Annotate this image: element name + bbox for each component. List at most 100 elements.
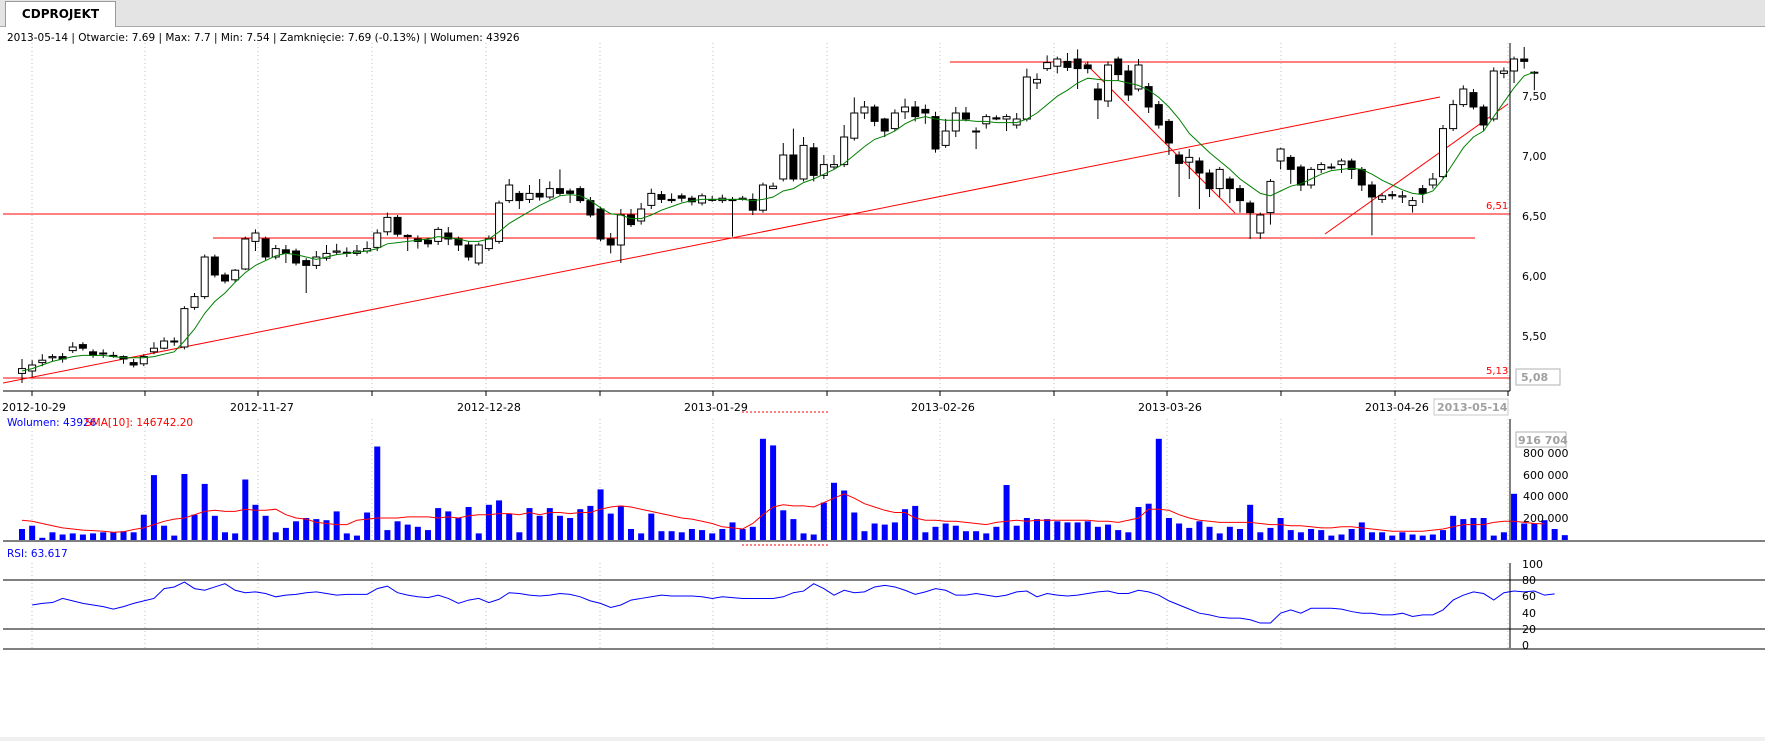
volume-bar (211, 515, 218, 540)
candle-body (89, 351, 98, 356)
volume-bar (628, 529, 634, 540)
candle-body (464, 244, 473, 258)
candle-body (383, 216, 392, 233)
volume-bar (759, 438, 766, 540)
volume-bar (404, 524, 411, 540)
volume-bar (516, 532, 523, 540)
volume-bar (39, 537, 46, 540)
volume-bar (282, 527, 289, 540)
candle-body (769, 185, 778, 190)
candle-body (424, 239, 432, 245)
rsi-line (32, 581, 1555, 624)
volume-bar (1226, 526, 1233, 540)
volume-bar (1054, 521, 1061, 540)
candle-body (190, 296, 199, 308)
candle-body (200, 256, 209, 298)
volume-bar (1003, 485, 1010, 540)
volume-bar (1165, 518, 1172, 540)
price-axis-current-label: 5,08 (1521, 371, 1548, 384)
volume-bar (577, 509, 584, 540)
candle-body (1073, 58, 1082, 70)
volume-bar (546, 508, 553, 540)
volume-bar (120, 531, 127, 540)
volume-bar (1389, 535, 1396, 540)
candle-body (251, 232, 260, 242)
date-axis-current-box (1433, 398, 1509, 416)
volume-bar (323, 520, 330, 540)
volume-bar (688, 529, 695, 540)
candle-body (292, 250, 301, 264)
candle-body (1510, 58, 1519, 72)
volume-bar (932, 526, 939, 540)
candle-body (1266, 180, 1275, 214)
date-tick-2012-12-28: 2012-12-28 (457, 401, 521, 414)
volume-bar (1328, 535, 1335, 540)
candle-body (830, 164, 838, 168)
volume-bar (1277, 518, 1284, 540)
candle-body (160, 340, 169, 349)
volume-bar (353, 535, 360, 540)
price-tick-650: 6,50 (1522, 210, 1547, 223)
volume-bar (993, 526, 1000, 540)
price-axis: 7,50 7,00 6,50 6,00 5,50 6,51 5,13 5,08 (1486, 43, 1561, 391)
volume-bar (983, 533, 990, 540)
candle-body (616, 214, 625, 246)
candle-body (1033, 78, 1041, 84)
volume-bar (820, 502, 827, 540)
volume-bar (1176, 523, 1183, 540)
volume-bar (1409, 534, 1416, 540)
candle-body (332, 250, 341, 253)
volume-bar (1135, 507, 1142, 540)
candle-body (505, 184, 514, 202)
candle-body (911, 106, 920, 118)
candle-body (1002, 116, 1011, 120)
volume-bar (1531, 523, 1538, 540)
volume-bar (201, 483, 208, 540)
volume-bar (1318, 530, 1325, 540)
rsi-tick-0: 0 (1522, 639, 1529, 652)
volume-bar (962, 531, 969, 540)
candle-body (210, 256, 219, 276)
volume-bar (1084, 521, 1091, 540)
volume-bar (1196, 521, 1203, 540)
volume-bar (719, 529, 726, 540)
volume-bar (1297, 532, 1304, 540)
candle-body (1439, 128, 1447, 178)
tab-cdprojekt[interactable]: CDPROJEKT (5, 1, 116, 27)
volume-bar (1358, 522, 1365, 540)
candle-body (48, 356, 57, 359)
volume-bar (475, 533, 482, 540)
candle-body (1195, 160, 1204, 174)
candle-body (555, 188, 564, 194)
volume-bar (262, 515, 269, 540)
volume-bar (1348, 529, 1355, 540)
volume-bar (749, 526, 756, 540)
volume-bar (770, 445, 777, 540)
candle-body (170, 340, 179, 343)
volume-bar (1074, 522, 1081, 540)
candle-body (1164, 120, 1173, 144)
candle-body (393, 216, 402, 235)
volume-bar (150, 475, 157, 540)
volume-bar (1338, 534, 1345, 540)
price-axis-current-box (1515, 368, 1561, 386)
candle-body (1053, 58, 1062, 67)
candle-body (677, 195, 686, 199)
header-info: 2013-05-14 | Otwarcie: 7.69 | Max: 7.7 |… (7, 32, 520, 44)
volume-bar (790, 519, 797, 540)
volume-bar (1419, 535, 1426, 540)
volume-bar (831, 482, 837, 540)
candle-body (1378, 195, 1387, 200)
price-tick-700: 7,00 (1522, 150, 1547, 163)
candle-body (596, 208, 605, 240)
candle-body (779, 154, 788, 180)
candle-body (961, 112, 970, 120)
volume-bar (414, 526, 421, 540)
candle-body (799, 144, 808, 180)
volume-bar (1399, 532, 1406, 540)
candle-body (1093, 88, 1102, 101)
candle-body (302, 260, 311, 266)
volume-bar (952, 525, 959, 540)
candle-body (495, 202, 504, 242)
volume-bar (100, 532, 107, 540)
